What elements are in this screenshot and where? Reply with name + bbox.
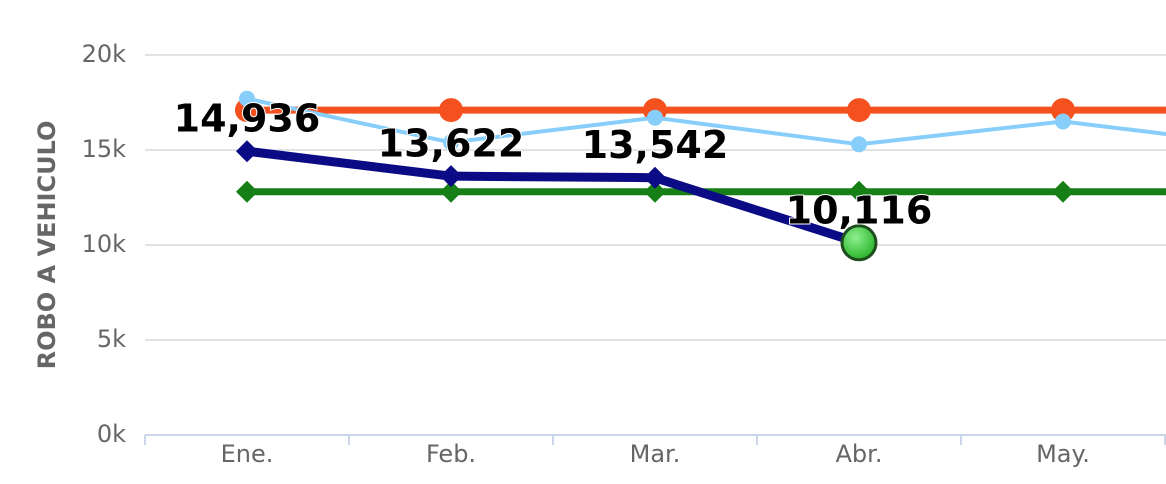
point [647,109,663,126]
plot [235,90,1166,262]
y-tick-label: 0k [97,420,126,448]
point [644,166,666,189]
y-tick-label: 10k [82,230,127,258]
point [239,90,255,107]
point [440,165,462,188]
y-axis-title: ROBO A VEHICULO [33,121,61,370]
highlight-point [840,224,878,262]
series-line [246,96,1166,147]
data-label: 13,622 [378,122,525,166]
x-tick-label: Abr. [836,440,883,468]
point [847,98,871,123]
point [443,134,459,151]
y-tick-label: 20k [82,40,127,68]
data-label: 13,542 [582,123,729,167]
x-tick-label: Mar. [630,440,681,468]
y-tick-label: 5k [97,325,126,353]
data-label: 10,116 [786,188,933,232]
point [235,98,259,123]
point [1051,98,1075,123]
y-tick-label: 15k [82,135,127,163]
point [644,180,666,203]
x-tick-label: May. [1036,440,1090,468]
point [851,136,867,153]
point [848,180,870,203]
point [236,180,258,203]
point [1055,113,1071,130]
point [236,140,258,163]
series-line [246,146,861,248]
point [439,98,463,123]
x-tick-label: Feb. [426,440,476,468]
x-tick-label: Ene. [221,440,274,468]
point [440,180,462,203]
data-label: 14,936 [174,97,321,141]
point [1052,180,1074,203]
